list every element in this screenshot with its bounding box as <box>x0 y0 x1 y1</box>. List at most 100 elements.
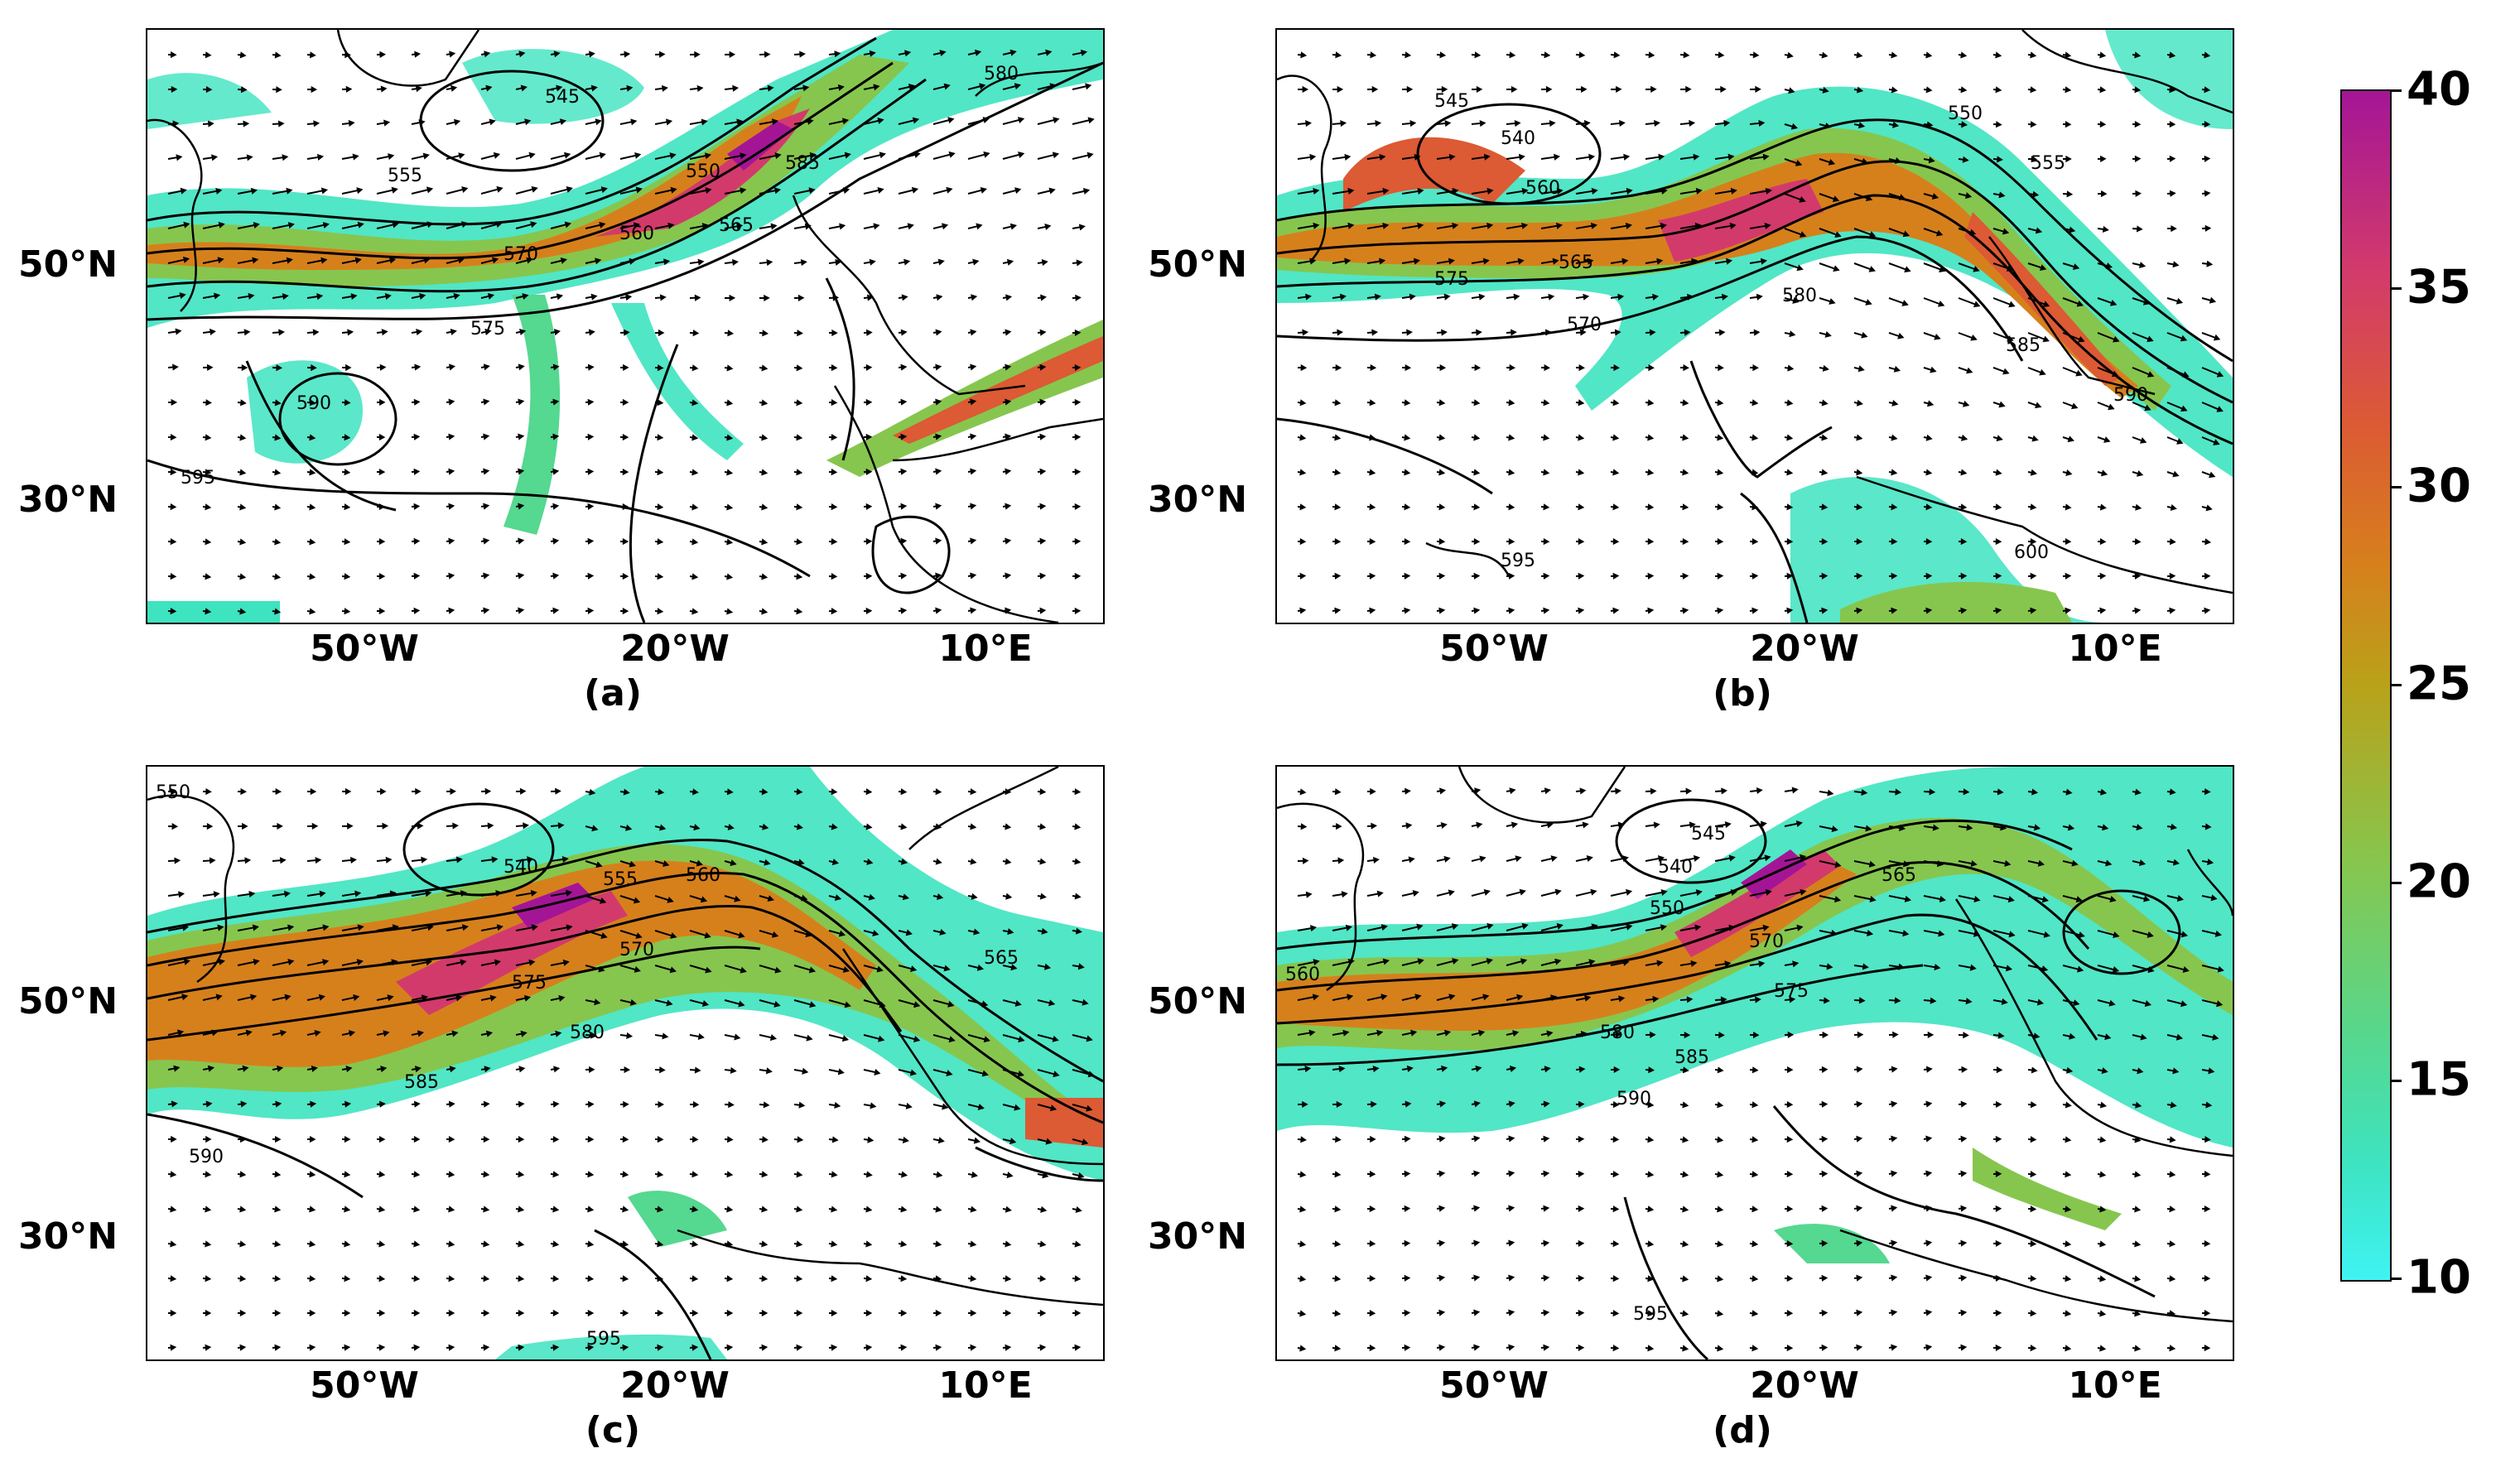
wind-vector-head <box>1656 960 1664 967</box>
wind-vector-head <box>1925 607 1933 614</box>
wind-vector-head <box>2137 1067 2144 1075</box>
wind-vector-head <box>774 966 782 974</box>
wind-vector-head <box>315 857 322 864</box>
wind-vector-head <box>1856 572 1863 580</box>
wind-vector-head <box>1074 537 1082 546</box>
contour-label: 540 <box>1501 128 1535 149</box>
map-panel-a: 545 550 555 560 565 570 575 580 585 590 595 <box>146 28 1105 624</box>
wind-vector-head <box>1925 572 1933 580</box>
wind-vector-head <box>1960 1205 1968 1212</box>
wind-vector-head <box>935 433 942 440</box>
wind-vector-head <box>1856 1135 1863 1143</box>
contour-label: 570 <box>1567 315 1602 335</box>
wind-vector-head <box>552 363 560 371</box>
wind-vector-head <box>1439 364 1447 372</box>
wind-vector-head <box>839 223 846 230</box>
wind-vector-head <box>357 221 364 229</box>
wind-vector-head <box>1443 1029 1452 1037</box>
wind-vector-head <box>587 1136 595 1143</box>
wind-vector-head <box>1443 293 1451 301</box>
wind-vector-head <box>1961 1066 1968 1073</box>
wind-vector-head <box>1751 607 1759 614</box>
wind-vector-head <box>2030 607 2037 614</box>
wind-vector-head <box>1963 788 1970 796</box>
contour-label: 570 <box>1749 931 1784 952</box>
wind-vector-head <box>1299 788 1307 796</box>
wind-vector-head <box>879 152 886 159</box>
wind-vector-head <box>1438 607 1446 614</box>
wind-vector-head <box>524 118 532 126</box>
wind-vector-head <box>761 1205 769 1213</box>
wind-vector-head <box>518 1275 525 1282</box>
wind-vector-head <box>2031 788 2039 796</box>
coastlines-a <box>147 30 1103 623</box>
wind-vector-head <box>1647 1171 1655 1178</box>
wind-vector-head <box>1657 855 1665 863</box>
wind-vector-head <box>1014 83 1022 90</box>
wind-vector-head <box>1613 364 1620 372</box>
wind-vector-head <box>1861 331 1868 339</box>
contour-label: 585 <box>785 153 820 174</box>
wind-vector-head <box>1764 854 1771 862</box>
wind-vector-head <box>274 399 282 407</box>
contour-label: 580 <box>1782 286 1817 306</box>
wind-vector-head <box>946 186 953 194</box>
wind-vector-head <box>1039 433 1047 440</box>
wind-vector-head <box>1856 1170 1863 1177</box>
wind-vector-head <box>1612 1310 1620 1317</box>
wind-vector-head <box>1473 537 1481 546</box>
wind-vector-head <box>1344 153 1352 161</box>
wind-vector-head <box>1786 434 1794 441</box>
wind-vector-head <box>1902 230 1910 238</box>
wind-vector-head <box>1578 1309 1585 1316</box>
wind-vector-head <box>1486 958 1493 965</box>
wind-vector-head <box>561 855 569 864</box>
wind-vector-head <box>730 859 737 866</box>
wind-vector-head <box>380 1066 388 1073</box>
wind-vector-head <box>1482 257 1490 265</box>
wind-vector-head <box>1543 607 1550 614</box>
wind-vector-head <box>1334 1310 1342 1317</box>
wind-vector-head <box>1868 231 1877 238</box>
wind-vector-head <box>732 258 739 266</box>
wind-vector-head <box>277 822 283 830</box>
wind-vector-head <box>1687 293 1694 301</box>
wind-vector-head <box>1041 927 1048 935</box>
wind-vector-head <box>1305 293 1313 301</box>
contour-label: 575 <box>1434 269 1469 290</box>
wind-vector-head <box>658 329 665 337</box>
wind-vector-head <box>418 119 426 127</box>
wind-vector-head <box>415 85 422 93</box>
wind-vector-head <box>283 890 291 897</box>
wind-vector-head <box>1440 821 1448 829</box>
wind-vector-head <box>215 187 223 195</box>
wind-vector-head <box>2214 930 2222 937</box>
wind-vector-head <box>1550 994 1558 1002</box>
wind-vector-head <box>1973 301 1981 308</box>
wind-vector-head <box>1868 860 1876 868</box>
wind-vector-head <box>1334 607 1342 614</box>
wind-vector-head <box>1892 121 1900 128</box>
wind-vector-head <box>2006 265 2014 272</box>
wind-vector-head <box>380 787 387 796</box>
wind-vector-head <box>453 118 461 126</box>
wind-vector-head <box>1040 1205 1048 1213</box>
wind-vector-head <box>183 221 190 229</box>
wind-vector-head <box>1647 1205 1655 1213</box>
wind-vector-head <box>1334 1240 1342 1248</box>
wind-vector-head <box>1417 222 1424 229</box>
wind-vector-head <box>494 959 502 966</box>
wind-vector-head <box>2169 190 2176 197</box>
wind-vector-head <box>1005 607 1012 614</box>
wind-vector-head <box>1995 503 2002 511</box>
wind-vector-head <box>1412 889 1419 897</box>
wind-vector-head <box>691 503 699 511</box>
wind-vector-head <box>691 1275 699 1282</box>
wind-vector-head <box>2175 1033 2184 1041</box>
wind-vector-head <box>1438 1205 1446 1212</box>
wind-vector-head <box>1650 1031 1656 1038</box>
wind-vector-head <box>1612 399 1620 407</box>
wind-vector-head <box>1334 788 1342 796</box>
wind-vector-head <box>842 966 850 973</box>
ytick-b-50n: 50°N <box>1148 243 1248 286</box>
